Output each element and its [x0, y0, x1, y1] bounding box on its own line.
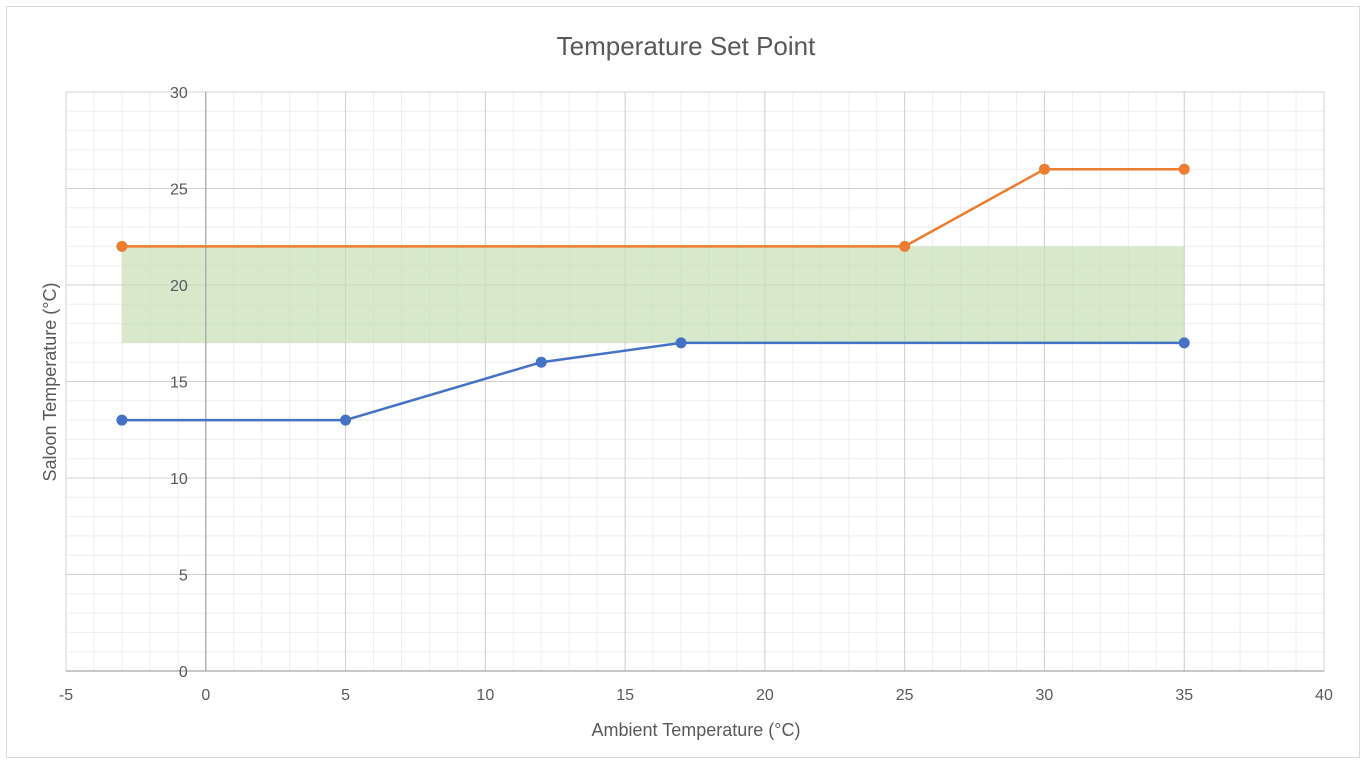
target-band — [121, 246, 1185, 343]
y-axis-label: Saloon Temperature (°C) — [40, 283, 60, 482]
axes-layer — [66, 92, 1324, 672]
y-tick-label: 15 — [170, 375, 188, 392]
x-axis-label: Ambient Temperature (°C) — [592, 720, 801, 740]
y-tick-label: 30 — [170, 85, 188, 102]
series-1-point — [1038, 163, 1050, 175]
chart-title: Temperature Set Point — [557, 31, 816, 61]
y-tick-label: 0 — [179, 664, 188, 681]
series-0-point — [340, 414, 352, 426]
x-tick-label: 20 — [756, 687, 774, 704]
x-tick-label: 5 — [341, 687, 350, 704]
series-1-point — [899, 240, 911, 252]
y-tick-label: 25 — [170, 182, 188, 199]
major-grid — [65, 91, 1325, 672]
x-tick-label: -5 — [59, 687, 73, 704]
x-tick-label: 0 — [201, 687, 210, 704]
x-tick-label: 10 — [476, 687, 494, 704]
series-1-point — [116, 240, 128, 252]
series-0-point — [675, 337, 687, 349]
y-tick-label: 10 — [170, 471, 188, 488]
x-tick-label: 40 — [1315, 687, 1333, 704]
series-layer — [116, 163, 1190, 426]
series-1-point — [1178, 163, 1190, 175]
y-tick-label: 5 — [179, 568, 188, 585]
series-1-line — [121, 167, 1185, 248]
x-tick-label: 25 — [896, 687, 914, 704]
series-0-point — [1178, 337, 1190, 349]
tick-labels: -5 0 5 10 15 20 25 30 35 40 0 5 10 15 20 25 30 — [59, 85, 1333, 704]
x-tick-label: 30 — [1036, 687, 1054, 704]
band-layer — [121, 246, 1185, 343]
series-0-point — [116, 414, 128, 426]
series-0-point — [535, 356, 547, 368]
x-tick-label: 35 — [1175, 687, 1193, 704]
y-tick-label: 20 — [170, 278, 188, 295]
x-tick-label: 15 — [616, 687, 634, 704]
